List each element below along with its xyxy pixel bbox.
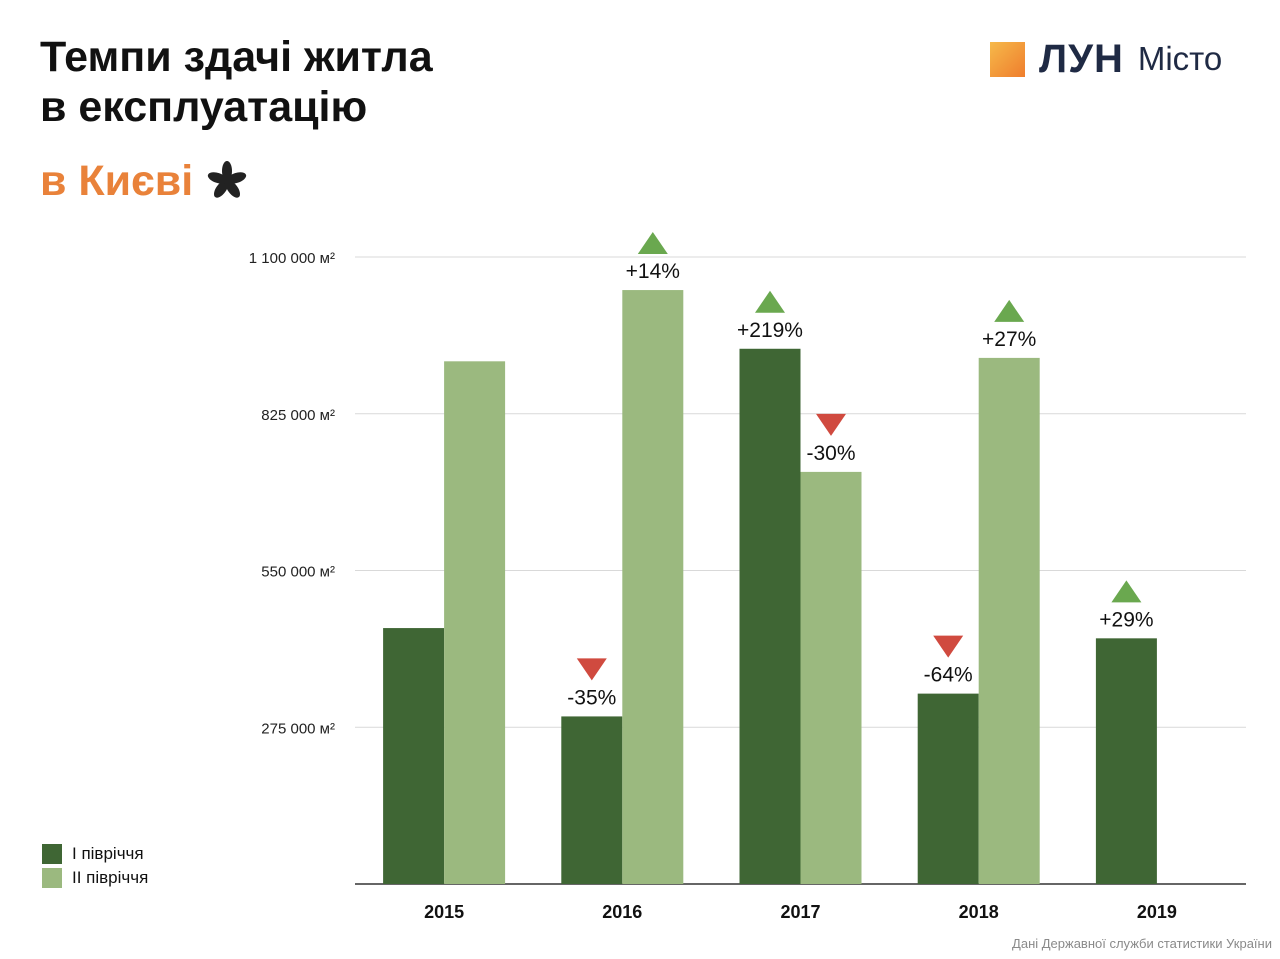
x-tick-label: 2016 bbox=[602, 902, 642, 922]
change-label: -35% bbox=[567, 686, 616, 709]
y-tick-label: 1 100 000 м² bbox=[249, 250, 335, 267]
data-source-note: Дані Державної служби статистики України bbox=[1012, 936, 1272, 951]
bar bbox=[978, 357, 1040, 884]
bar bbox=[444, 361, 506, 884]
change-label: +219% bbox=[737, 319, 803, 342]
logo-brand: ЛУН bbox=[1039, 36, 1124, 81]
chart-title: Темпи здачі житла в експлуатацію bbox=[40, 32, 433, 132]
arrow-down-icon bbox=[933, 635, 964, 658]
arrow-down-icon bbox=[576, 658, 607, 681]
bar bbox=[739, 348, 801, 884]
subtitle-text: в Києві bbox=[40, 157, 194, 205]
legend: І півріччя ІІ півріччя bbox=[42, 842, 148, 890]
y-tick-label: 275 000 м² bbox=[261, 720, 335, 737]
change-label: +27% bbox=[982, 328, 1036, 351]
bar bbox=[622, 290, 684, 884]
logo-suffix: Місто bbox=[1137, 40, 1223, 77]
bar bbox=[917, 693, 979, 884]
bar bbox=[800, 471, 862, 884]
title-line-2: в експлуатацію bbox=[40, 83, 368, 131]
change-label: -30% bbox=[806, 442, 855, 465]
y-tick-label: 550 000 м² bbox=[261, 564, 335, 581]
chestnut-leaf-icon bbox=[208, 161, 247, 198]
lun-misto-logo: ЛУН Місто bbox=[990, 36, 1222, 82]
x-tick-label: 2015 bbox=[424, 902, 464, 922]
y-tick-label: 825 000 м² bbox=[261, 407, 335, 424]
change-label: -64% bbox=[924, 664, 973, 687]
change-label: +14% bbox=[626, 260, 680, 283]
legend-item-second-half: ІІ півріччя bbox=[42, 866, 148, 890]
change-label: +29% bbox=[1099, 608, 1153, 631]
arrow-up-icon bbox=[994, 299, 1025, 322]
legend-swatch-first-half bbox=[42, 844, 62, 864]
bar bbox=[383, 628, 445, 884]
arrow-down-icon bbox=[816, 413, 846, 436]
legend-label-second-half: ІІ півріччя bbox=[72, 868, 149, 887]
legend-item-first-half: І півріччя bbox=[42, 842, 148, 866]
title-line-1: Темпи здачі житла bbox=[40, 33, 433, 81]
legend-swatch-second-half bbox=[42, 868, 62, 888]
legend-label-first-half: І півріччя bbox=[72, 844, 144, 863]
arrow-up-icon bbox=[1111, 580, 1142, 603]
x-tick-label: 2017 bbox=[780, 902, 820, 922]
orange-square-logo-icon bbox=[990, 41, 1025, 77]
arrow-up-icon bbox=[637, 232, 668, 255]
chart-subtitle: в Києві bbox=[40, 156, 247, 206]
bar bbox=[1095, 638, 1157, 884]
x-tick-label: 2019 bbox=[1137, 902, 1177, 922]
x-tick-label: 2018 bbox=[959, 902, 999, 922]
bar bbox=[561, 716, 623, 884]
arrow-up-icon bbox=[755, 290, 785, 313]
